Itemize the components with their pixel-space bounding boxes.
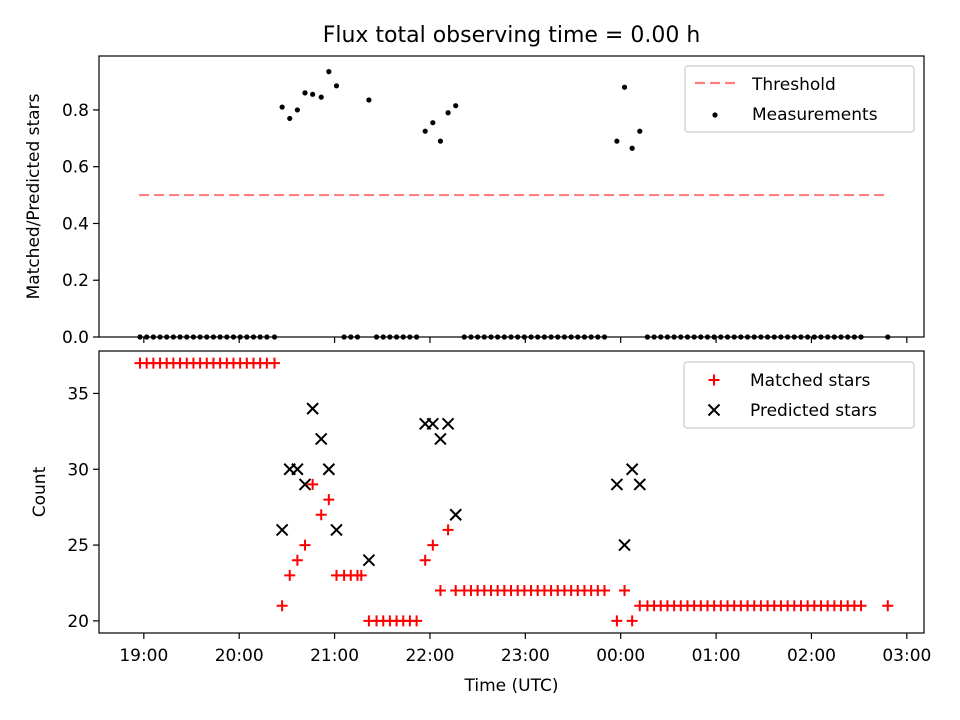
x-tick-label: 02:00 (787, 646, 836, 666)
matched-star-point (434, 585, 446, 597)
matched-star-point (626, 615, 638, 627)
count-plot-frame (98, 350, 925, 634)
matched-star-point (619, 585, 631, 597)
predicted-star-point (625, 463, 639, 476)
predicted-star-point (322, 463, 336, 476)
matched-star-point (882, 600, 894, 612)
ratio-ytick-label: 0.4 (62, 214, 89, 234)
legend-matched-swatch (708, 374, 720, 386)
ratio-plot-legend: Threshold Measurements (684, 65, 915, 133)
legend-box (684, 65, 915, 133)
predicted-star-point (298, 478, 312, 491)
matched-star-point (611, 615, 623, 627)
matched-star-point (276, 600, 288, 612)
count-plot-marks (134, 357, 894, 627)
ratio-plot-ylabel: Matched/Predicted stars (24, 93, 44, 299)
matched-star-point (427, 539, 439, 551)
measurement-point (326, 69, 332, 75)
matched-star-point (307, 478, 319, 490)
x-axis-label: Time (UTC) (464, 676, 559, 696)
measurement-point (453, 103, 459, 109)
matched-star-point (419, 554, 431, 566)
count-ytick-label: 30 (67, 460, 89, 480)
predicted-star-point (618, 538, 631, 552)
predicted-star-point (449, 508, 462, 521)
predicted-star-point (362, 554, 376, 567)
count-plot-legend: Matched stars Predicted stars (683, 361, 915, 429)
legend-measurements-label: Measurements (752, 105, 878, 125)
count-plot-ylabel: Count (30, 466, 50, 517)
ratio-plot-axes: 0.0 0.2 0.4 0.6 0.8 (62, 101, 908, 348)
matched-star-point (855, 600, 867, 612)
measurement-point (287, 115, 293, 122)
measurement-point (614, 138, 620, 144)
legend-predicted-swatch (707, 403, 721, 417)
measurement-point (430, 120, 436, 126)
matched-star-point (315, 509, 327, 521)
ratio-ytick-label: 0.6 (62, 158, 89, 178)
count-plot-axes: 20 25 30 35 (67, 384, 99, 632)
x-tick-label: 21:00 (310, 646, 359, 666)
legend-box (683, 361, 915, 429)
legend-matched-label: Matched stars (750, 371, 870, 391)
measurement-point (422, 128, 428, 134)
count-ytick-label: 20 (67, 612, 89, 632)
ratio-ytick-label: 0.2 (62, 271, 89, 291)
measurement-point (366, 97, 372, 103)
predicted-star-point (441, 417, 455, 430)
measurement-point (629, 145, 635, 151)
measurement-point (637, 128, 643, 134)
predicted-star-point (426, 417, 440, 430)
matched-star-point (284, 569, 296, 581)
ratio-ytick-label: 0.8 (62, 101, 89, 121)
matched-star-point (598, 585, 610, 597)
predicted-star-point (633, 478, 646, 491)
measurement-point (318, 94, 324, 100)
ratio-plot: 0.00.20.40.60.8 Matched/Predicted stars … (24, 55, 925, 348)
predicted-star-point (330, 523, 343, 537)
ratio-ytick-label: 0.0 (62, 328, 89, 348)
measurement-point (279, 104, 285, 110)
ratio-plot-frame (98, 55, 925, 338)
count-plot: 20 25 30 35 Count Matched stars Predicted st… (30, 350, 931, 696)
x-axis-ticks: 19:00 20:00 21:00 22:00 23:00 00:00 01:00 02:00… (119, 633, 931, 666)
x-tick-label: 20:00 (215, 646, 264, 666)
x-tick-label: 22:00 (405, 646, 454, 666)
measurement-point (294, 107, 300, 113)
measurement-point (333, 83, 340, 89)
count-ytick-label: 35 (67, 384, 89, 404)
measurement-point (437, 138, 444, 144)
predicted-star-point (306, 402, 319, 415)
legend-predicted-label: Predicted stars (750, 401, 877, 421)
legend-measurements-swatch (712, 112, 718, 118)
legend-threshold-label: Threshold (751, 75, 836, 95)
predicted-star-point (275, 523, 289, 537)
matched-star-point (411, 615, 423, 627)
x-tick-label: 03:00 (882, 646, 931, 666)
measurement-point (310, 91, 316, 97)
matched-star-point (299, 539, 311, 551)
measurement-point (621, 84, 628, 90)
predicted-star-point (610, 478, 624, 491)
x-tick-label: 01:00 (692, 646, 741, 666)
matched-star-point (355, 569, 367, 581)
matched-star-point (442, 524, 454, 536)
measurement-point (445, 110, 451, 116)
matched-star-point (323, 494, 335, 506)
matched-star-point (268, 357, 280, 369)
measurement-point (302, 90, 308, 96)
chart-title: Flux total observing time = 0.00 h (323, 23, 701, 48)
x-tick-label: 23:00 (501, 646, 550, 666)
predicted-star-point (434, 432, 447, 446)
predicted-star-point (315, 432, 328, 446)
x-tick-label: 00:00 (596, 646, 645, 666)
predicted-star-point (291, 463, 304, 476)
x-tick-label: 19:00 (119, 646, 168, 666)
count-ytick-label: 25 (67, 536, 89, 556)
matched-star-point (291, 554, 303, 566)
